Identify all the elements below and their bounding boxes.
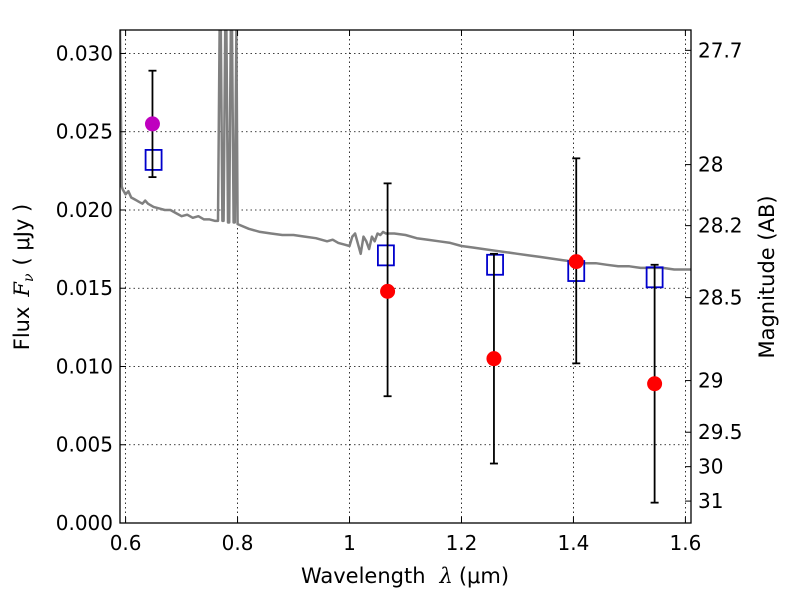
x-tick-label: 1.4 [558, 531, 590, 555]
observation-point [568, 254, 584, 270]
model-band-marker [486, 253, 504, 276]
model-band-marker [144, 149, 163, 171]
y2-tick-label: 28.2 [698, 214, 743, 238]
x-tick-label: 1.6 [669, 531, 701, 555]
y-tick-label: 0.005 [56, 433, 113, 457]
model-spectrum-line [120, 30, 691, 271]
y-tick-label: 0.010 [56, 354, 113, 378]
y2-axis-label: Magnitude (AB) [755, 195, 779, 358]
observation-point [144, 116, 160, 132]
y-tick-label: 0.025 [56, 120, 113, 144]
observation-point [647, 376, 663, 392]
y-tick-label: 0.020 [56, 198, 113, 222]
observation-point [486, 351, 502, 367]
y2-tick-label: 31 [698, 489, 723, 513]
y2-tick-label: 28.5 [698, 286, 743, 310]
x-tick-label: 1 [343, 531, 356, 555]
grid [120, 30, 691, 524]
x-axis-label: Wavelength λ (μm) [301, 564, 509, 588]
y-axis-label: FluxFν( μJy ) [10, 204, 37, 350]
axis-ticks: 0.6 0.8 1 1.2 1.4 1.6 0.000 0.005 0.010 0.015 0.02… [56, 30, 743, 555]
observation-point [380, 283, 396, 299]
x-tick-label: 0.8 [222, 531, 254, 555]
y-tick-label: 0.030 [56, 41, 113, 65]
x-tick-label: 1.2 [446, 531, 478, 555]
y-tick-label: 0.015 [56, 276, 113, 300]
y-tick-label: 0.000 [56, 511, 113, 535]
plot-frame [119, 29, 692, 524]
y2-tick-label: 27.7 [698, 38, 743, 62]
y2-tick-label: 29.5 [698, 420, 743, 444]
y2-tick-label: 28 [698, 153, 723, 177]
y2-tick-label: 29 [698, 369, 723, 393]
x-tick-label: 0.6 [110, 531, 142, 555]
plot-area [120, 30, 691, 504]
y2-tick-label: 30 [698, 455, 723, 479]
model-band-marker [377, 244, 395, 267]
